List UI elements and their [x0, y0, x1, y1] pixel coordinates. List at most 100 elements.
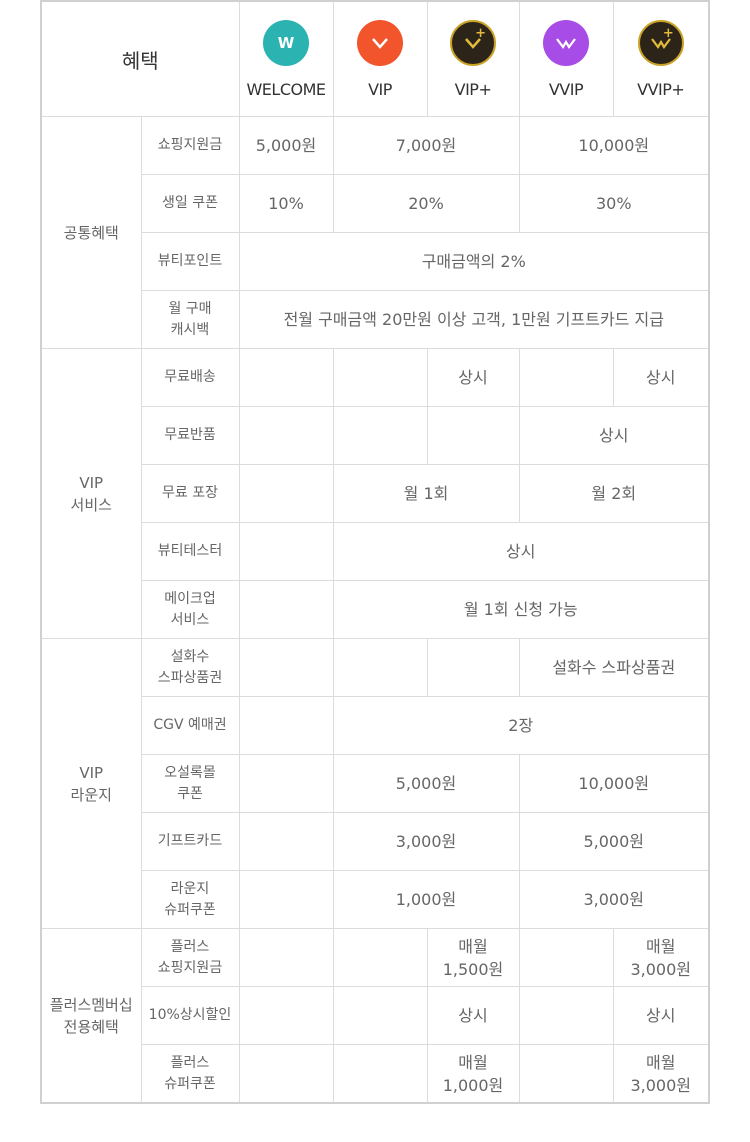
- cell-empty: [238, 348, 334, 407]
- tier-vip-plus: + VIP+: [426, 0, 520, 117]
- cell-empty: [518, 928, 614, 987]
- row-label: 메이크업 서비스: [140, 580, 240, 639]
- cell-line: 매월: [646, 936, 676, 956]
- cell-empty: [238, 464, 334, 523]
- row-label: 무료반품: [140, 406, 240, 465]
- cell-value: 10,000원: [518, 754, 710, 813]
- row-plus-shopping: 플러스멤버십 전용혜택 플러스 쇼핑지원금 매월 1,500원 매월 3,000원: [40, 928, 710, 1104]
- row-label-line: 서비스: [170, 611, 210, 628]
- row-free-return: 무료반품 상시: [41, 406, 710, 465]
- cell-empty: [518, 986, 614, 1045]
- row-label-line: 오설록몰: [164, 764, 216, 781]
- row-label-line: 쇼핑지원금: [157, 959, 223, 976]
- cell-line: 3,000원: [630, 1075, 692, 1095]
- row-beauty-point: 뷰티포인트 구매금액의 2%: [41, 232, 710, 291]
- cell-value: 5,000원: [518, 812, 710, 871]
- row-label: 쇼핑지원금: [140, 116, 240, 175]
- cell-value: 5,000원: [332, 754, 520, 813]
- cell-value: 월 2회: [518, 464, 710, 523]
- row-label-line: 월 구매: [168, 300, 212, 317]
- cell-value: 상시: [426, 348, 520, 407]
- row-free-wrap: 무료 포장 월 1회 월 2회: [41, 464, 710, 523]
- cell-value: 월 1회 신청 가능: [332, 580, 710, 639]
- row-label-line: 캐시백: [170, 321, 210, 338]
- cell-empty: [238, 754, 334, 813]
- tier-name-vip: VIP: [368, 79, 392, 99]
- cell-line: 1,000원: [442, 1075, 504, 1095]
- benefits-table: 혜택 W WELCOME VIP + VIP+ VVIP: [40, 0, 710, 1104]
- cell-value: 5,000원: [238, 116, 334, 175]
- cell-line: 매월: [458, 936, 488, 956]
- row-label-line: 슈퍼쿠폰: [164, 901, 216, 918]
- benefits-title-text: 혜택: [121, 48, 159, 73]
- cell-value: 매월 1,500원: [426, 928, 520, 987]
- cell-value: 월 1회: [332, 464, 520, 523]
- row-free-delivery: VIP 서비스 무료배송 상시 상시: [40, 348, 710, 639]
- cell-empty: [518, 348, 614, 407]
- cell-empty: [238, 522, 334, 581]
- tier-name-vvip: VVIP: [548, 79, 584, 99]
- section-vip-service: VIP 서비스: [40, 348, 142, 639]
- cell-value: 상시: [426, 986, 520, 1045]
- row-plus-coupon: 플러스 슈퍼쿠폰 매월 1,000원 매월 3,000원: [41, 1044, 710, 1104]
- cell-empty: [332, 638, 428, 697]
- row-makeup: 메이크업 서비스 월 1회 신청 가능: [41, 580, 710, 639]
- row-label-line: 쿠폰: [177, 785, 203, 802]
- row-shopping: 공통혜택 쇼핑지원금 5,000원 7,000원 10,000원: [40, 116, 710, 349]
- row-lounge-coupon: 라운지 슈퍼쿠폰 1,000원 3,000원: [41, 870, 710, 929]
- cell-value: 30%: [518, 174, 710, 233]
- row-label: 플러스 슈퍼쿠폰: [140, 1044, 240, 1104]
- row-label-line: 라운지: [170, 880, 210, 897]
- row-label-line: 슈퍼쿠폰: [164, 1075, 216, 1092]
- cell-value: 매월 3,000원: [612, 928, 710, 987]
- cell-value: 10%: [238, 174, 334, 233]
- cell-empty: [238, 928, 334, 987]
- header-row: 혜택 W WELCOME VIP + VIP+ VVIP: [40, 0, 710, 117]
- tier-vvip: VVIP: [518, 0, 614, 117]
- tier-name-vip-plus: VIP+: [454, 79, 492, 99]
- cell-empty: [332, 348, 428, 407]
- vip-badge-icon: [357, 19, 403, 66]
- cell-value: 설화수 스파상품권: [518, 638, 710, 697]
- section-vip-lounge: VIP 라운지: [40, 638, 142, 929]
- tier-name-welcome: WELCOME: [246, 79, 326, 99]
- cell-value: 상시: [332, 522, 710, 581]
- cell-value: 전월 구매금액 20만원 이상 고객, 1만원 기프트카드 지급: [238, 290, 710, 349]
- row-label: 플러스 쇼핑지원금: [140, 928, 240, 987]
- section-label-line: 플러스멤버십: [49, 995, 133, 1014]
- tier-name-vvip-plus: VVIP+: [637, 79, 685, 99]
- cell-empty: [426, 638, 520, 697]
- tier-welcome: W WELCOME: [238, 0, 334, 117]
- cell-value: 매월 3,000원: [612, 1044, 710, 1104]
- cell-value: 상시: [612, 348, 710, 407]
- cell-empty: [518, 1044, 614, 1104]
- cell-value: 상시: [612, 986, 710, 1045]
- cell-empty: [238, 1044, 334, 1104]
- tier-vvip-plus: + VVIP+: [612, 0, 710, 117]
- cell-value: 매월 1,000원: [426, 1044, 520, 1104]
- cell-value: 10,000원: [518, 116, 710, 175]
- row-discount: 10%상시할인 상시 상시: [41, 986, 710, 1045]
- section-label-line: VIP: [79, 473, 104, 492]
- section-label-line: 전용혜택: [63, 1017, 119, 1036]
- cell-value: 2장: [332, 696, 710, 755]
- row-label: 10%상시할인: [140, 986, 240, 1045]
- row-sulwhasoo: VIP 라운지 설화수 스파상품권 설화수 스파상품권: [40, 638, 710, 929]
- cell-empty: [238, 638, 334, 697]
- cell-line: 1,500원: [442, 959, 504, 979]
- cell-value: 구매금액의 2%: [238, 232, 710, 291]
- cell-empty: [238, 696, 334, 755]
- welcome-badge-icon: W: [263, 19, 309, 66]
- benefits-table-container: 혜택 W WELCOME VIP + VIP+ VVIP: [40, 0, 710, 1104]
- cell-empty: [238, 406, 334, 465]
- row-label: 기프트카드: [140, 812, 240, 871]
- benefits-title: 혜택: [40, 0, 240, 117]
- cell-empty: [426, 406, 520, 465]
- vvip-badge-icon: [543, 19, 589, 66]
- tier-vip: VIP: [332, 0, 428, 117]
- cell-value: 1,000원: [332, 870, 520, 929]
- row-cgv: CGV 예매권 2장: [41, 696, 710, 755]
